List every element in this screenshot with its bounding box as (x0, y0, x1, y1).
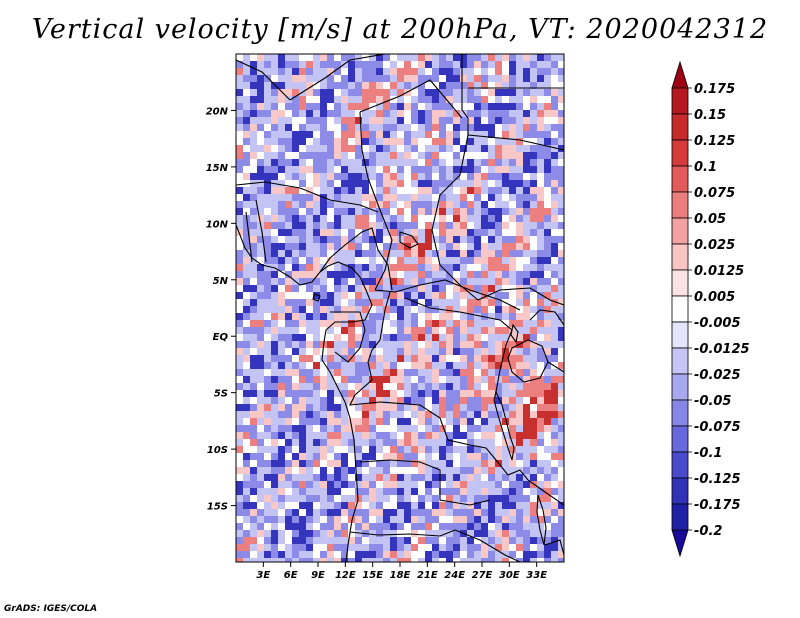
lon-label: 21E (417, 570, 438, 581)
colorbar-swatch (671, 373, 689, 401)
border-mozambique (544, 539, 564, 556)
lon-label: 12E (335, 570, 356, 581)
colorbar-label: -0.005 (694, 316, 741, 331)
border-drc-west (349, 361, 441, 419)
border-angola-zambia (359, 459, 491, 506)
border-benin-togo (245, 199, 267, 263)
border-angola-south (349, 529, 456, 537)
coastlines-and-borders (236, 54, 564, 562)
colorbar-label: 0.175 (694, 82, 735, 97)
lake-tanganyika (493, 390, 515, 461)
lon-label: 9E (311, 570, 325, 581)
border-sudan (467, 134, 564, 151)
border-kenya-uganda (529, 309, 564, 326)
lat-label: 20N (206, 106, 229, 117)
lat-label: 15S (207, 502, 228, 513)
lake-malawi (536, 494, 547, 546)
colorbar-bottom-arrow (671, 529, 689, 558)
border-gabon (330, 311, 366, 363)
colorbar-swatch (671, 191, 689, 219)
colorbar-label: -0.175 (694, 498, 741, 513)
colorbar-swatch (671, 217, 689, 245)
colorbar: 0.175 0.15 0.125 0.1 0.075 0.05 0.025 0.0125 0.0… (671, 60, 750, 558)
border-chad-west (359, 111, 393, 291)
colorbar-label: 0.005 (694, 290, 735, 305)
colorbar-swatch (671, 399, 689, 427)
border-libya-tunisia (236, 59, 291, 101)
lon-label: 6E (284, 570, 298, 581)
lat-label: 10N (206, 219, 229, 230)
colorbar-label: 0.125 (694, 134, 735, 149)
lat-label: 5N (213, 276, 229, 287)
map-title: Vertical velocity [m/s] at 200hPa, VT: 2… (31, 14, 769, 45)
lon-label: 30E (499, 570, 520, 581)
border-drc-south (439, 417, 529, 481)
colorbar-swatch (671, 243, 689, 271)
lon-label: 18E (390, 570, 411, 581)
colorbar-label: -0.125 (694, 472, 741, 487)
border-libya-egypt (461, 54, 469, 135)
colorbar-swatch (671, 139, 689, 167)
border-chad-north (359, 79, 463, 119)
lat-label: 10S (207, 445, 228, 456)
colorbar-swatch (671, 269, 689, 297)
lat-label: 15N (206, 163, 229, 174)
colorbar-label: 0.1 (694, 160, 717, 175)
colorbar-label: -0.075 (694, 420, 741, 435)
colorbar-swatch (671, 295, 689, 323)
lat-label: 5S (214, 389, 228, 400)
lon-label: 27E (472, 570, 493, 581)
border-car (374, 279, 521, 311)
border-drc-east (495, 329, 513, 393)
colorbar-label: 0.0125 (694, 264, 744, 279)
map-axes: 20N 15N 10N 5N EQ 5S 10S 15S 3E 6E 9E 12E 15E 18E 21E 2… (206, 106, 548, 581)
colorbar-label: 0.075 (694, 186, 735, 201)
colorbar-swatch (671, 425, 689, 453)
colorbar-swatch (671, 113, 689, 141)
border-car-congo (367, 291, 391, 363)
colorbar-label: -0.2 (694, 524, 722, 539)
lat-label: EQ (213, 332, 229, 343)
border-nigeria-cameroon (319, 227, 393, 291)
vertical-velocity-field (236, 54, 564, 562)
colorbar-swatch (671, 87, 689, 115)
border-zambia-south (454, 529, 521, 562)
colorbar-swatch (671, 477, 689, 505)
lon-label: 24E (444, 570, 465, 581)
border-chad-east (431, 134, 479, 301)
lake-victoria (507, 339, 549, 383)
border-drc-north (404, 297, 513, 331)
colorbar-swatch (671, 503, 689, 531)
colorbar-swatch (671, 347, 689, 375)
border-niger-nigeria (236, 181, 379, 213)
colorbar-swatch (671, 165, 689, 193)
colorbar-swatch (671, 451, 689, 479)
lon-label: 15E (362, 570, 383, 581)
coastline-west-africa (236, 224, 373, 562)
border-sudan-south (477, 287, 564, 306)
colorbar-top-arrow (671, 60, 689, 89)
lon-label: 33E (526, 570, 547, 581)
colorbar-swatch (671, 321, 689, 349)
border-tanzania (527, 361, 564, 506)
colorbar-label: 0.15 (694, 108, 726, 123)
colorbar-label: -0.0125 (694, 342, 750, 357)
colorbar-label: 0.025 (694, 238, 735, 253)
colorbar-label: -0.025 (694, 368, 741, 383)
border-north (289, 54, 386, 101)
colorbar-label: -0.05 (694, 394, 731, 409)
colorbar-label: -0.1 (694, 446, 722, 461)
island-bioko (312, 293, 321, 302)
lake-chad (399, 231, 419, 249)
colorbar-label: 0.05 (694, 212, 726, 227)
grads-credit: GrADS: IGES/COLA (4, 604, 98, 614)
lon-label: 3E (256, 570, 270, 581)
